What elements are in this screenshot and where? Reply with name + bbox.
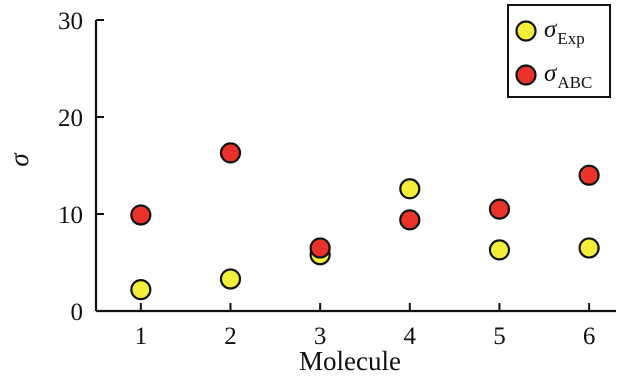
x-tick-label: 3 — [314, 323, 327, 350]
data-point-abc — [488, 198, 511, 220]
axes — [94, 20, 616, 313]
y-tick-label: 0 — [71, 299, 84, 326]
legend-label: σABC — [544, 60, 592, 92]
y-tick-label: 10 — [58, 202, 83, 229]
tick-marks — [96, 19, 591, 312]
x-tick-label: 2 — [224, 323, 237, 350]
data-point-exp — [130, 279, 152, 301]
data-point-abc — [578, 164, 600, 186]
legend-label: σExp — [544, 16, 585, 48]
legend-marker — [515, 20, 537, 42]
legend-entries: σExp σABC — [515, 16, 592, 92]
tick-labels: 0 10 20 30 1 2 3 4 5 6 — [58, 8, 595, 350]
data-points — [130, 142, 600, 301]
data-point-exp — [219, 268, 242, 290]
x-axis-label: Molecule — [299, 346, 401, 376]
data-point-abc — [130, 204, 152, 226]
x-tick-label: 4 — [404, 323, 417, 350]
legend-entry: σExp — [515, 16, 585, 48]
data-point-exp — [578, 237, 600, 259]
x-tick-label: 5 — [493, 323, 506, 350]
y-tick-label: 30 — [58, 8, 83, 35]
x-tick-label: 1 — [135, 323, 148, 350]
data-point-abc — [309, 237, 331, 259]
legend: σExp σABC — [507, 4, 611, 98]
legend-entry: σABC — [515, 60, 592, 92]
y-tick-label: 20 — [58, 105, 83, 132]
data-point-abc — [399, 209, 421, 231]
data-point-abc — [219, 142, 242, 164]
y-axis-label: σ — [4, 152, 34, 167]
data-point-exp — [488, 239, 511, 261]
x-tick-label: 6 — [583, 323, 596, 350]
data-point-exp — [399, 178, 421, 200]
legend-marker — [515, 64, 537, 86]
